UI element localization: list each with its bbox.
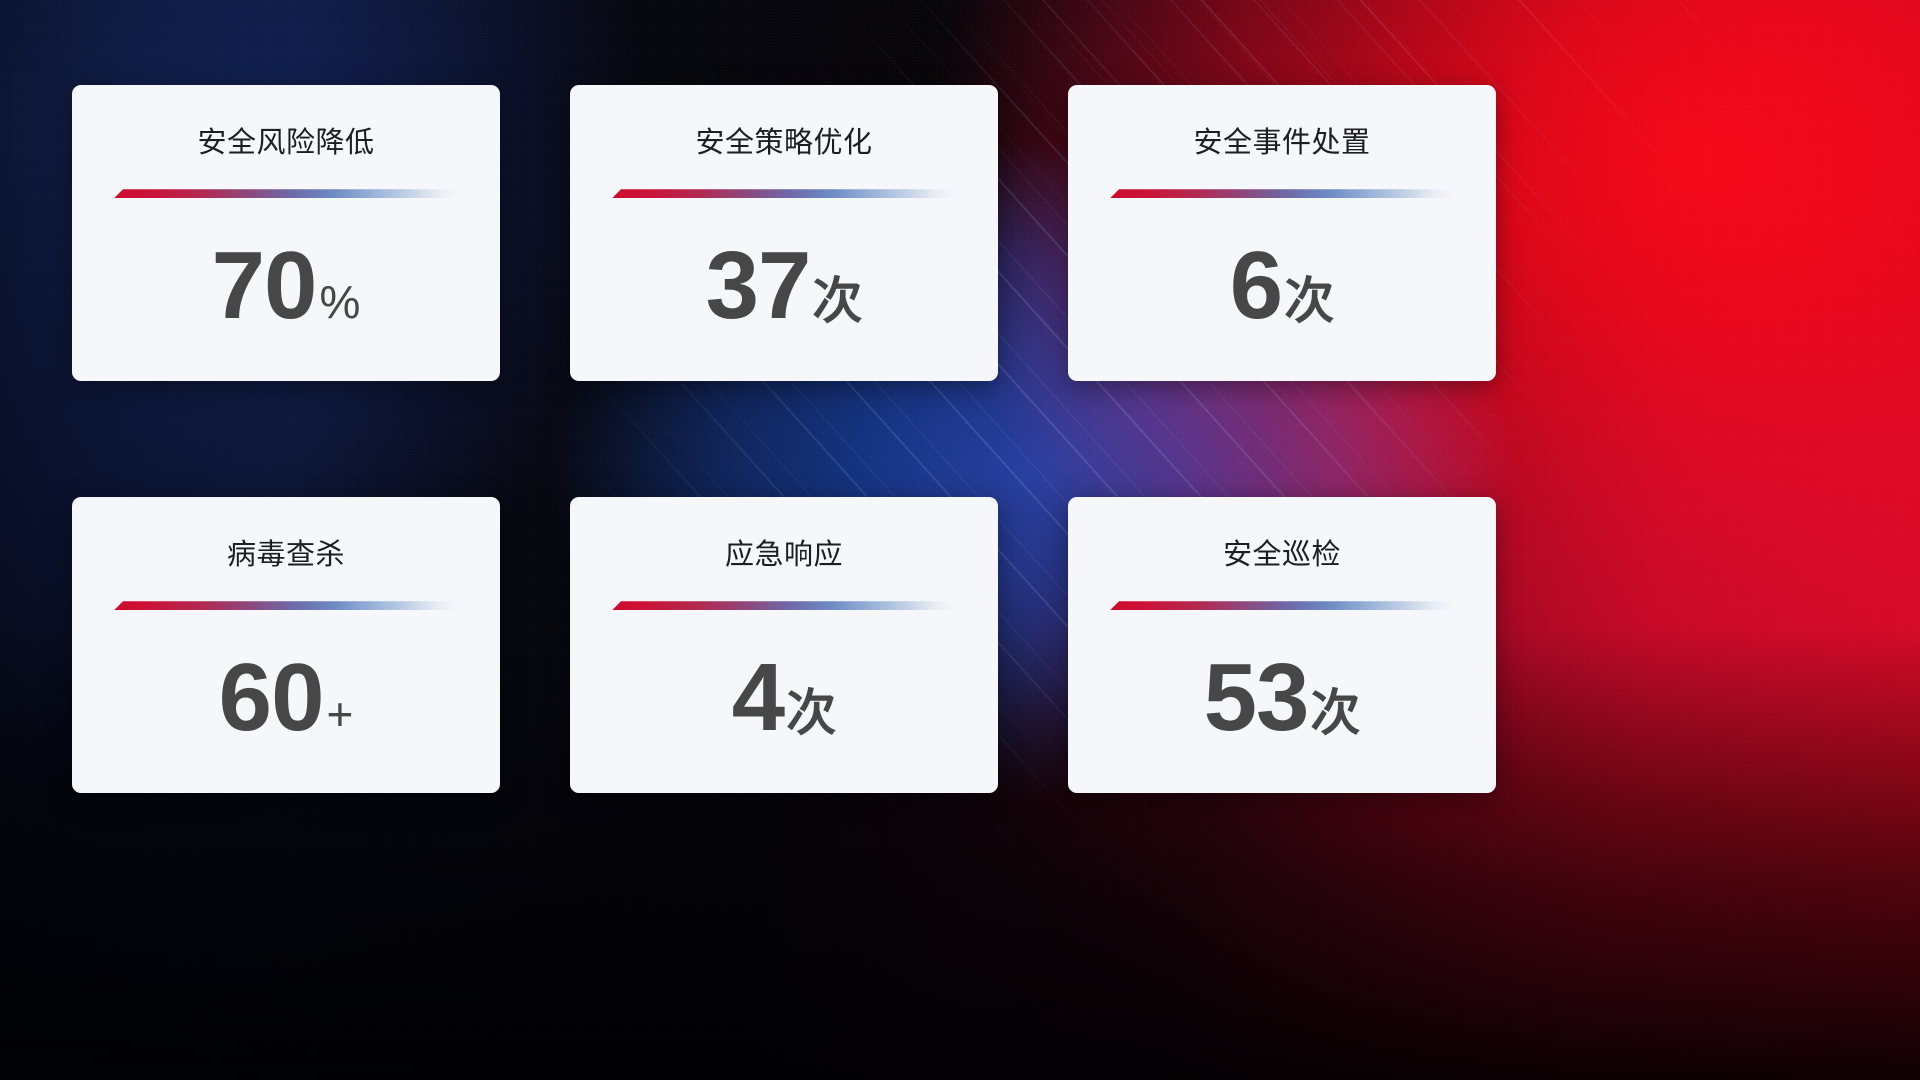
metric-title: 应急响应 [724, 539, 843, 571]
metric-card-security-incident-handling[interactable]: 安全事件处置 6 次 [1068, 85, 1496, 381]
metric-unit: 次 [1284, 273, 1335, 330]
metrics-grid: 安全风险降低 70 % 安全策略优化 37 次 安全事件处置 6 次 病毒查杀 … [72, 85, 1848, 793]
metric-divider [1110, 189, 1454, 199]
metric-divider [612, 601, 956, 611]
metric-divider [612, 189, 956, 199]
metric-number: 60 [218, 644, 325, 752]
metric-number: 37 [705, 232, 812, 340]
metric-title: 安全策略优化 [695, 127, 873, 159]
metric-title: 安全事件处置 [1193, 127, 1371, 159]
metric-number: 4 [731, 644, 785, 752]
metric-unit: + [326, 688, 354, 741]
metric-number: 53 [1203, 644, 1310, 752]
metric-card-security-inspection[interactable]: 安全巡检 53 次 [1068, 497, 1496, 793]
metric-title: 病毒查杀 [226, 539, 345, 571]
metric-value: 6 次 [1230, 238, 1334, 334]
metric-value: 60 + [219, 650, 354, 746]
metric-unit: 次 [786, 685, 837, 742]
metric-value: 37 次 [706, 238, 863, 334]
metric-title: 安全巡检 [1222, 539, 1341, 571]
metric-unit: 次 [1310, 685, 1361, 742]
metric-divider [114, 189, 458, 199]
metric-unit: 次 [812, 273, 863, 330]
metric-divider [114, 601, 458, 611]
metric-number: 6 [1229, 232, 1283, 340]
metric-title: 安全风险降低 [197, 127, 375, 159]
metric-value: 70 % [212, 238, 361, 334]
metric-card-security-risk-reduction[interactable]: 安全风险降低 70 % [72, 85, 500, 381]
metric-value: 53 次 [1204, 650, 1361, 746]
metric-card-emergency-response[interactable]: 应急响应 4 次 [570, 497, 998, 793]
metric-number: 70 [211, 232, 318, 340]
metric-card-security-policy-optimization[interactable]: 安全策略优化 37 次 [570, 85, 998, 381]
metric-divider [1110, 601, 1454, 611]
metric-card-virus-scan-removal[interactable]: 病毒查杀 60 + [72, 497, 500, 793]
metric-unit: % [319, 276, 361, 329]
metric-value: 4 次 [732, 650, 836, 746]
